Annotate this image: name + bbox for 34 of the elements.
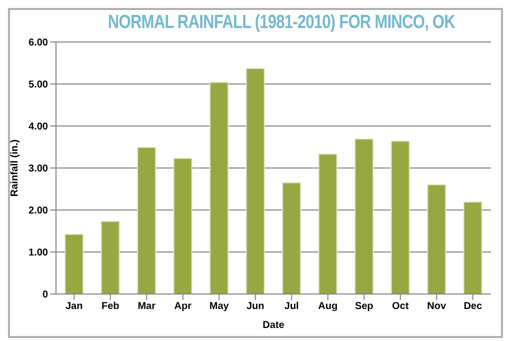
bar (64, 234, 84, 294)
bar (137, 146, 156, 294)
x-tick-label: May (209, 301, 230, 312)
bar (246, 68, 265, 294)
x-tick-label: Jan (66, 301, 83, 312)
x-tick-label: Nov (427, 301, 446, 312)
x-tick-label: Sep (354, 301, 374, 312)
x-axis-title: Date (262, 320, 285, 331)
bar (210, 82, 229, 294)
chart-title: NORMAL RAINFALL (1981-2010) FOR MINCO, OK (108, 12, 455, 34)
bar (354, 138, 374, 294)
x-tick-label: Jul (284, 301, 300, 312)
bar (390, 140, 410, 294)
y-tick-label: 1.00 (28, 248, 48, 259)
y-axis-title: Rainfall (in.) (10, 139, 21, 197)
bar (100, 220, 120, 294)
y-tick-label: 3.00 (28, 164, 48, 175)
y-tick-label: 2.00 (28, 206, 48, 217)
bar (463, 202, 482, 294)
x-tick-label: Apr (174, 301, 192, 312)
x-tick-label: Aug (318, 301, 338, 312)
x-tick-label: Feb (101, 301, 120, 312)
x-tick-label: Jun (246, 301, 264, 312)
bar (427, 184, 446, 294)
bar (173, 158, 192, 294)
x-tick-label: Oct (392, 301, 410, 312)
y-tick-label: 0 (42, 290, 48, 301)
x-tick-label: Mar (138, 301, 156, 312)
bar (282, 182, 302, 294)
x-tick-label: Dec (464, 301, 482, 312)
y-tick-label: 5.00 (28, 80, 48, 91)
y-tick-label: 6.00 (28, 38, 48, 49)
bar (318, 154, 338, 294)
y-tick-label: 4.00 (28, 122, 48, 133)
